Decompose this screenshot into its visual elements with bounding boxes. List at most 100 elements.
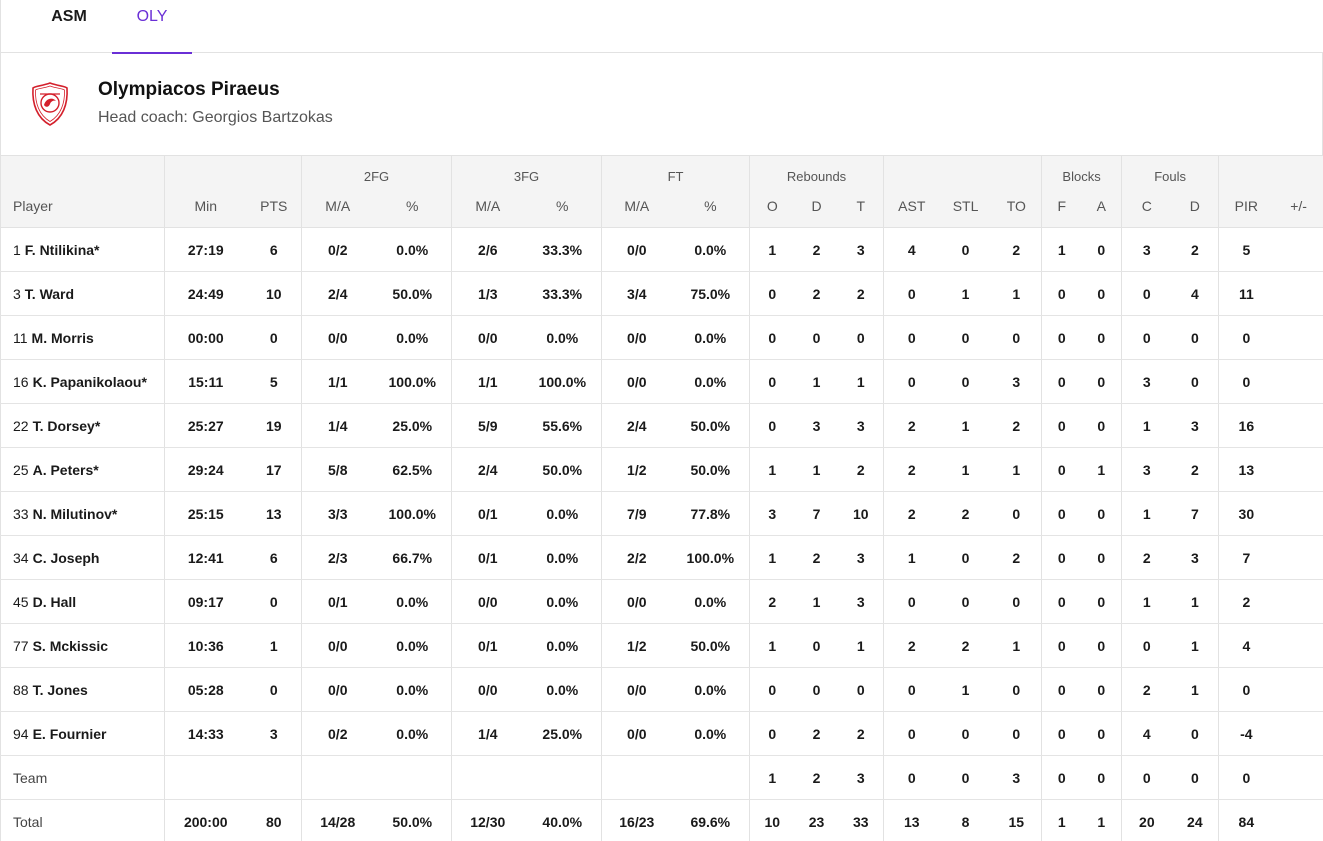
col-blk-a[interactable]: A: [1081, 185, 1122, 228]
stat-ft-ma: 0/0: [601, 667, 672, 712]
col-fouls-d[interactable]: D: [1171, 185, 1219, 228]
col-blk-f[interactable]: F: [1041, 185, 1082, 228]
stat-to: 2: [991, 535, 1042, 580]
player-name[interactable]: T. Jones: [32, 681, 88, 698]
stat-3fg-pct: 40.0%: [523, 799, 602, 841]
stat-blk-a: 0: [1081, 755, 1122, 800]
col-pts[interactable]: PTS: [246, 185, 302, 228]
stat-ast: 0: [883, 711, 940, 756]
col-2fg-pct[interactable]: %: [373, 185, 452, 228]
stat-ft-ma: 2/2: [601, 535, 672, 580]
col-3fg-ma[interactable]: M/A: [451, 185, 524, 228]
stat-blk-a: 0: [1081, 315, 1122, 360]
stat-fouls-d: 1: [1171, 623, 1219, 668]
stat-3fg-pct: 50.0%: [523, 447, 602, 492]
stat-stl: 0: [939, 711, 992, 756]
player-name-cell[interactable]: 33 N. Milutinov*: [0, 491, 165, 536]
stat-plus-minus: [1273, 315, 1323, 360]
player-name-cell[interactable]: 45 D. Hall: [0, 579, 165, 624]
group-blocks: Blocks: [1041, 155, 1122, 186]
player-name[interactable]: T. Ward: [24, 285, 75, 302]
stat-reb-o: 0: [749, 315, 795, 360]
stat-ast: 0: [883, 271, 940, 316]
player-name-cell[interactable]: 22 T. Dorsey*: [0, 403, 165, 448]
player-name[interactable]: T. Dorsey*: [32, 417, 101, 434]
stat-pir: 5: [1218, 227, 1274, 272]
player-name-cell[interactable]: 94 E. Fournier: [0, 711, 165, 756]
stat-plus-minus: [1273, 447, 1323, 492]
player-name-cell[interactable]: 16 K. Papanikolaou*: [0, 359, 165, 404]
col-plus-minus[interactable]: +/-: [1273, 185, 1323, 228]
player-name-cell[interactable]: 77 S. Mckissic: [0, 623, 165, 668]
col-to[interactable]: TO: [991, 185, 1042, 228]
player-name[interactable]: F. Ntilikina*: [24, 241, 100, 258]
player-name[interactable]: K. Papanikolaou*: [32, 373, 147, 390]
stat-reb-d: 0: [794, 315, 839, 360]
stat-pir: 7: [1218, 535, 1274, 580]
player-name[interactable]: S. Mckissic: [32, 637, 109, 654]
player-name[interactable]: N. Milutinov*: [32, 505, 118, 522]
col-ft-ma[interactable]: M/A: [601, 185, 672, 228]
stat-pir: 0: [1218, 755, 1274, 800]
stat-ft-pct: 100.0%: [671, 535, 750, 580]
player-name[interactable]: M. Morris: [31, 329, 94, 346]
tab-asm[interactable]: ASM: [51, 8, 87, 25]
stat-reb-o: 3: [749, 491, 795, 536]
player-name-cell[interactable]: 34 C. Joseph: [0, 535, 165, 580]
stat-blk-f: 0: [1041, 315, 1082, 360]
stat-2fg-pct: 0.0%: [373, 667, 452, 712]
col-pir[interactable]: PIR: [1218, 185, 1274, 228]
player-row: 33 N. Milutinov* 25:15 13 3/3 100.0% 0/1 0.0% 7/…: [0, 491, 1323, 536]
col-2fg-ma[interactable]: M/A: [301, 185, 374, 228]
stat-blk-f: 0: [1041, 359, 1082, 404]
col-reb-o[interactable]: O: [749, 185, 795, 228]
stat-reb-o: 1: [749, 535, 795, 580]
stat-pts: 6: [246, 227, 302, 272]
stat-ft-ma: 1/2: [601, 623, 672, 668]
col-3fg-pct[interactable]: %: [523, 185, 602, 228]
stat-reb-o: 2: [749, 579, 795, 624]
tab-oly[interactable]: OLY: [112, 0, 192, 54]
player-name-cell[interactable]: 3 T. Ward: [0, 271, 165, 316]
player-name-cell[interactable]: 88 T. Jones: [0, 667, 165, 712]
stat-min: 14:33: [164, 711, 247, 756]
stat-2fg-ma: 3/3: [301, 491, 374, 536]
stat-to: 0: [991, 315, 1042, 360]
stat-ft-ma: 2/4: [601, 403, 672, 448]
col-fouls-c[interactable]: C: [1121, 185, 1172, 228]
col-reb-t[interactable]: T: [838, 185, 884, 228]
stat-plus-minus: [1273, 667, 1323, 712]
stat-blk-a: 0: [1081, 623, 1122, 668]
player-name[interactable]: A. Peters*: [32, 461, 99, 478]
player-name-cell[interactable]: 25 A. Peters*: [0, 447, 165, 492]
stat-reb-d: 1: [794, 579, 839, 624]
player-name[interactable]: E. Fournier: [32, 725, 107, 742]
stat-ft-ma: 0/0: [601, 315, 672, 360]
player-name-cell[interactable]: 1 F. Ntilikina*: [0, 227, 165, 272]
col-min[interactable]: Min: [164, 185, 247, 228]
player-name-cell[interactable]: 11 M. Morris: [0, 315, 165, 360]
stat-stl: 1: [939, 403, 992, 448]
player-name[interactable]: C. Joseph: [32, 549, 100, 566]
stat-ft-ma: 3/4: [601, 271, 672, 316]
stat-ft-pct: 50.0%: [671, 623, 750, 668]
col-reb-d[interactable]: D: [794, 185, 839, 228]
player-name[interactable]: D. Hall: [32, 593, 77, 610]
stat-2fg-pct: 100.0%: [373, 491, 452, 536]
stat-3fg-pct: 0.0%: [523, 491, 602, 536]
stat-reb-t: 0: [838, 667, 884, 712]
olympiacos-logo-icon: [32, 82, 68, 126]
stat-ast: 0: [883, 755, 940, 800]
stat-pts: 3: [246, 711, 302, 756]
col-stl[interactable]: STL: [939, 185, 992, 228]
stat-ast: 0: [883, 315, 940, 360]
stat-fouls-c: 2: [1121, 667, 1172, 712]
stat-reb-o: 1: [749, 227, 795, 272]
stat-blk-a: 1: [1081, 447, 1122, 492]
stat-stl: 2: [939, 623, 992, 668]
stat-ft-ma: 0/0: [601, 359, 672, 404]
col-ast[interactable]: AST: [883, 185, 940, 228]
player-number: 25: [13, 461, 29, 478]
stat-3fg-ma: 0/1: [451, 535, 524, 580]
col-ft-pct[interactable]: %: [671, 185, 750, 228]
